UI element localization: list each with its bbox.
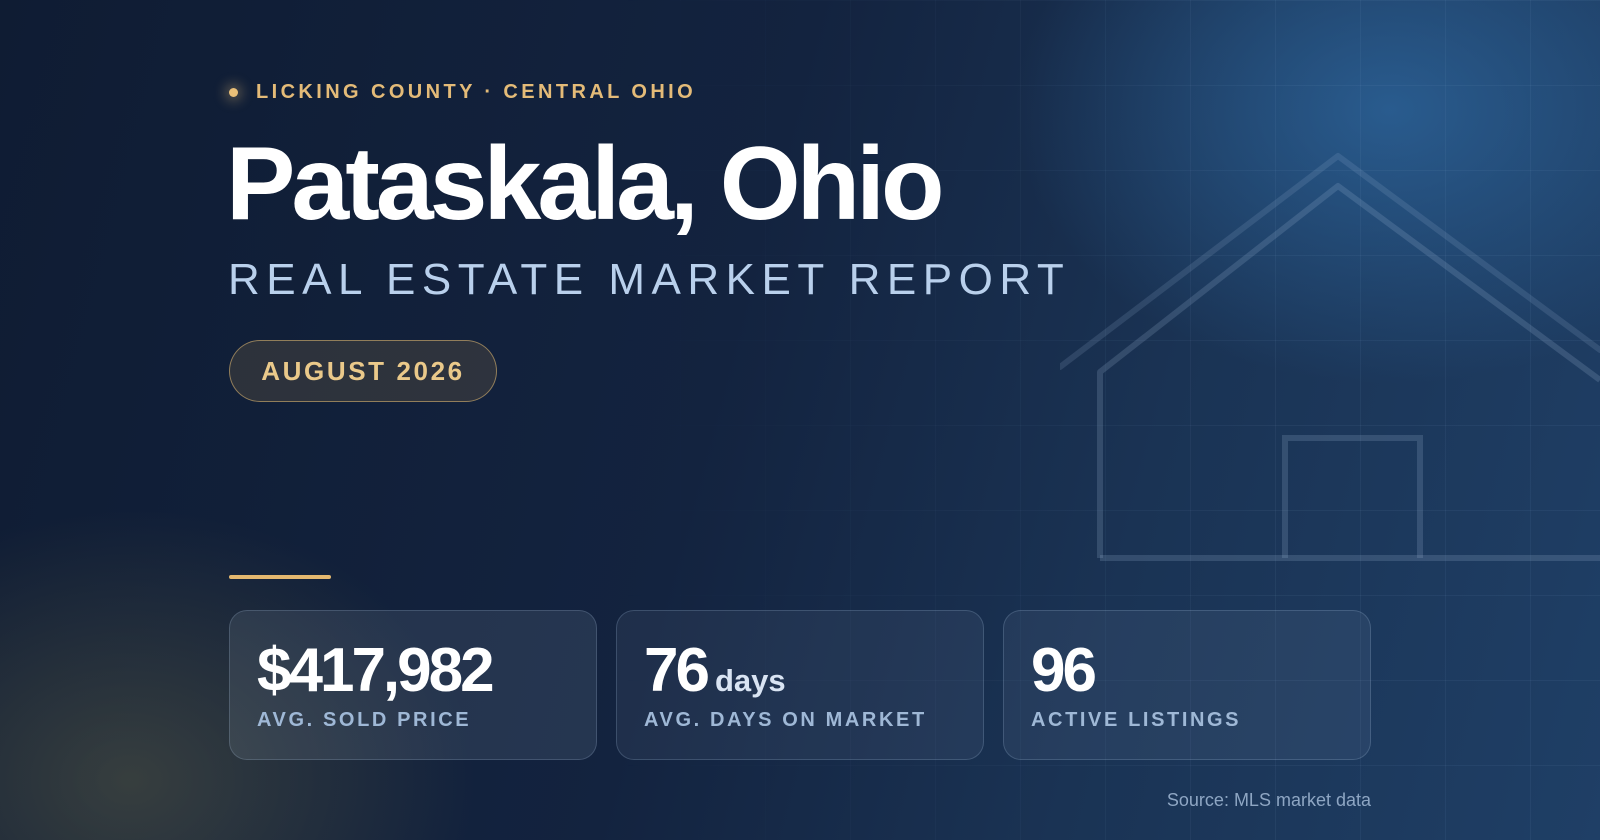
source-note: Source: MLS market data (1166, 790, 1371, 810)
stat-card-avg-days-on-market: 76 days AVG. DAYS ON MARKET (616, 610, 984, 760)
stat-value: 96 (1031, 633, 1097, 709)
stat-value: 76 days (644, 633, 786, 719)
dot-icon (229, 87, 238, 97)
stat-card-active-listings: 96 ACTIVE LISTINGS (1003, 610, 1371, 760)
stat-value: $417,982 (257, 633, 495, 709)
stat-label: ACTIVE LISTINGS (1031, 709, 1242, 731)
house-outline-icon (1060, 153, 1600, 561)
eyebrow-text: LICKING COUNTY · CENTRAL OHIO (256, 80, 697, 103)
page-subtitle: REAL ESTATE MARKET REPORT (228, 255, 1071, 304)
stat-number: $417,982 (257, 636, 495, 705)
stat-label: AVG. SOLD PRICE (257, 709, 472, 731)
stat-number: 76 (644, 636, 710, 705)
stat-unit: days (714, 663, 786, 698)
stat-card-avg-sold-price: $417,982 AVG. SOLD PRICE (229, 610, 597, 760)
stat-number: 96 (1031, 636, 1097, 705)
accent-divider (229, 575, 331, 579)
page-title: Pataskala, Ohio (226, 126, 945, 242)
stat-label: AVG. DAYS ON MARKET (644, 709, 927, 731)
eyebrow: LICKING COUNTY · CENTRAL OHIO (229, 80, 696, 104)
date-badge: AUGUST 2026 (229, 340, 497, 402)
